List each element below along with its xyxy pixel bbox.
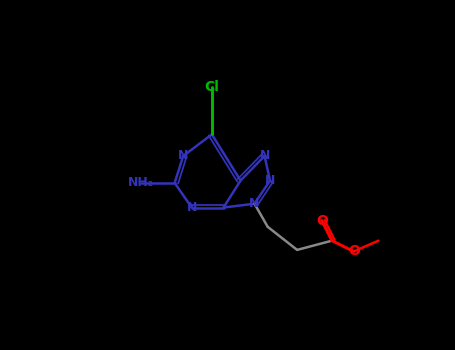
Text: N: N [187,201,197,214]
Text: O: O [348,244,359,258]
Text: N: N [249,197,260,210]
Text: NH₂: NH₂ [127,176,154,189]
Text: O: O [316,214,328,228]
Text: N: N [178,149,188,162]
Text: N: N [259,149,270,162]
Text: N: N [265,174,275,187]
Text: Cl: Cl [204,80,219,94]
